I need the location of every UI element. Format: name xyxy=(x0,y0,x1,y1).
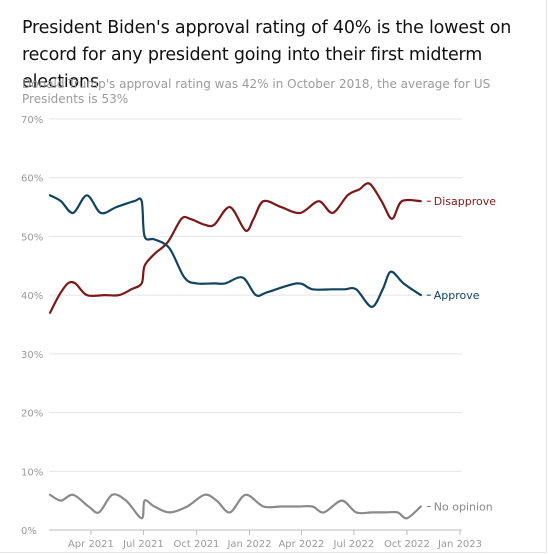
y-tick-label: 0% xyxy=(21,526,37,537)
x-tick-label: Jan 2022 xyxy=(226,539,271,550)
x-tick-label: Apr 2021 xyxy=(68,539,114,550)
y-tick-label: 60% xyxy=(21,174,43,185)
no-opinion-series-line xyxy=(48,493,422,520)
y-tick-label: 10% xyxy=(21,467,43,478)
y-tick-label: 20% xyxy=(21,409,43,420)
no-opinion-series-label: No opinion xyxy=(434,501,493,514)
disapprove-series-label: Disapprove xyxy=(434,195,496,208)
x-tick-label: Jan 2023 xyxy=(437,539,482,550)
disapprove-series-line xyxy=(48,182,422,314)
x-tick-label: Jul 2022 xyxy=(333,539,375,550)
x-tick-label: Oct 2021 xyxy=(174,539,220,550)
chart-subtitle: Donald Trump's approval rating was 42% i… xyxy=(22,77,491,106)
approve-series-line xyxy=(48,194,422,308)
y-tick-label: 70% xyxy=(21,115,43,126)
x-tick-label: Jul 2021 xyxy=(122,539,164,550)
chart-title: President Biden's approval rating of 40%… xyxy=(22,18,512,92)
y-tick-label: 40% xyxy=(21,291,43,302)
approve-series-label: Approve xyxy=(434,289,480,302)
y-tick-label: 30% xyxy=(21,350,43,361)
x-tick-label: Oct 2022 xyxy=(384,539,430,550)
x-tick-label: Apr 2022 xyxy=(278,539,324,550)
y-tick-label: 50% xyxy=(21,232,43,243)
